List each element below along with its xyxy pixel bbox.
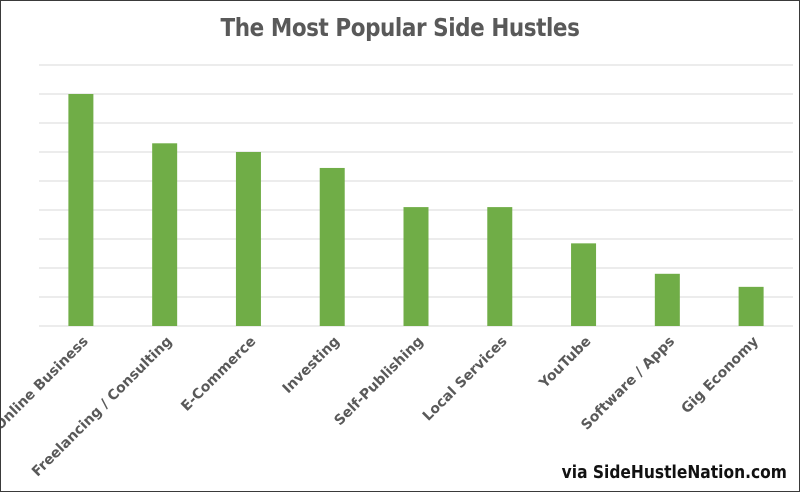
source-credit: via SideHustleNation.com — [561, 462, 787, 483]
x-tick-label: Freelancing / Consulting — [29, 334, 175, 480]
bar-youtube — [571, 243, 597, 326]
x-tick-label: Self-Publishing — [331, 334, 426, 429]
bar-investing — [319, 167, 345, 326]
x-tick-label: E-Commerce — [178, 334, 259, 415]
bar-gig-economy — [738, 286, 764, 326]
bar-e-commerce — [235, 152, 261, 326]
x-tick-label: YouTube — [536, 334, 595, 393]
bar-self-publishing — [403, 207, 429, 326]
bar-freelancing-consulting — [152, 143, 178, 326]
x-tick-label: Local Services — [420, 334, 511, 425]
bar-online-business — [68, 94, 94, 326]
x-tick-label: Gig Economy — [679, 334, 762, 417]
chart-title: The Most Popular Side Hustles — [220, 13, 580, 42]
bar-software-apps — [654, 273, 680, 326]
bar-local-services — [487, 207, 513, 326]
x-tick-label: Investing — [280, 334, 343, 397]
x-tick-label: Software / Apps — [578, 334, 678, 434]
